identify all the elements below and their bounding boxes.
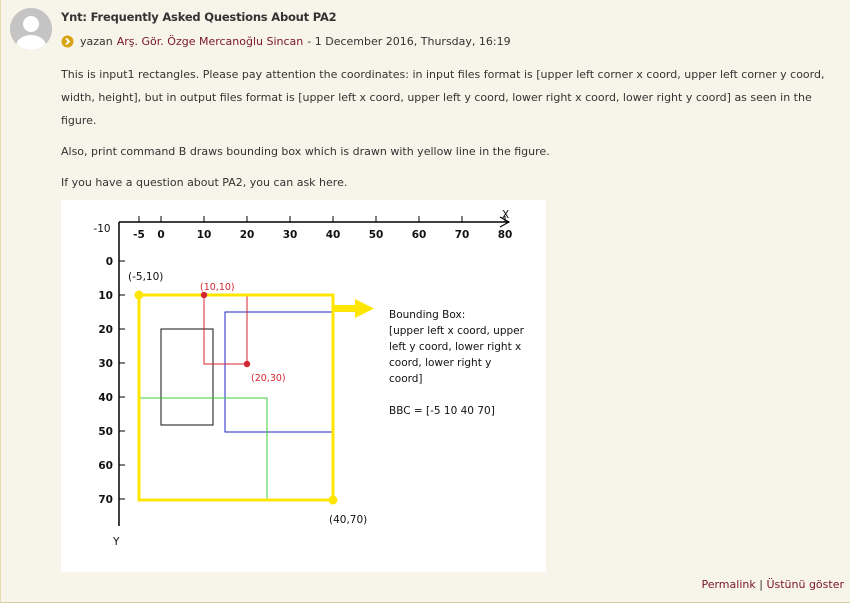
y-tick-label: 30 bbox=[98, 358, 113, 370]
post-date: - 1 December 2016, Thursday, 16:19 bbox=[307, 35, 511, 48]
bbox-description-line: coord, lower right y bbox=[389, 357, 491, 369]
footer-separator: | bbox=[759, 578, 763, 591]
x-tick-label: 80 bbox=[498, 229, 513, 241]
blue-rectangle bbox=[224, 311, 334, 433]
y-tick-label: 50 bbox=[98, 426, 113, 438]
red-top-left-point bbox=[200, 291, 208, 299]
x-tick-label: -10 bbox=[93, 223, 110, 235]
y-axis-label: Y bbox=[112, 536, 120, 548]
point-label-bottom-right: (40,70) bbox=[329, 514, 367, 526]
bbox-top-left-point bbox=[134, 290, 144, 300]
user-avatar-icon[interactable] bbox=[10, 8, 52, 50]
bbox-title: Bounding Box: bbox=[389, 309, 465, 321]
arrow-circle-icon bbox=[61, 35, 74, 48]
y-tick-label: 10 bbox=[98, 290, 113, 302]
coordinates-diagram: -10 -5 0 10 20 30 40 50 60 70 80 0 10 20… bbox=[93, 209, 525, 548]
permalink-link[interactable]: Permalink bbox=[701, 578, 756, 591]
post-footer: Permalink | Üstünü göster bbox=[701, 578, 844, 591]
byline-prefix: yazan bbox=[80, 35, 113, 48]
post-paragraph: If you have a question about PA2, you ca… bbox=[61, 176, 348, 189]
x-tick-label: 50 bbox=[369, 229, 384, 241]
y-tick-label: 70 bbox=[98, 494, 113, 506]
post-subject: Ynt: Frequently Asked Questions About PA… bbox=[61, 10, 337, 24]
point-label-red-top: (10,10) bbox=[200, 282, 235, 293]
x-tick-label: 20 bbox=[240, 229, 255, 241]
x-tick-label: 30 bbox=[283, 229, 298, 241]
x-tick-marks bbox=[138, 216, 506, 222]
x-axis-label: X bbox=[502, 209, 509, 221]
x-axis-arrow-icon bbox=[499, 216, 511, 228]
green-rectangle bbox=[138, 397, 268, 501]
bounding-box-rectangle bbox=[137, 293, 335, 502]
bounding-box-annotation: Bounding Box: [upper left x coord, upper… bbox=[389, 309, 525, 417]
y-tick-label: 20 bbox=[98, 324, 113, 336]
post-content: This is input1 rectangles. Please pay at… bbox=[61, 63, 836, 202]
y-tick-label: 40 bbox=[98, 392, 113, 404]
point-label-top-left: (-5,10) bbox=[128, 271, 163, 283]
post-byline: yazan Arş. Gör. Özge Mercanoğlu Sincan -… bbox=[61, 35, 511, 48]
x-tick-label: 60 bbox=[412, 229, 427, 241]
y-tick-label: 0 bbox=[106, 256, 113, 268]
point-label-red-bottom: (20,30) bbox=[251, 373, 286, 384]
bbox-description-line: [upper left x coord, upper bbox=[389, 325, 525, 337]
post-paragraph: Also, print command B draws bounding box… bbox=[61, 145, 550, 158]
show-parent-link[interactable]: Üstünü göster bbox=[766, 578, 844, 591]
x-tick-label: 0 bbox=[157, 229, 164, 241]
y-tick-label: 60 bbox=[98, 460, 113, 472]
x-tick-label: 40 bbox=[326, 229, 341, 241]
x-tick-labels: -10 -5 0 10 20 30 40 50 60 70 80 bbox=[93, 223, 512, 241]
bbox-description-line: left y coord, lower right x bbox=[389, 341, 521, 353]
bounding-box-arrow-icon bbox=[333, 299, 374, 318]
x-tick-label: -5 bbox=[133, 229, 145, 241]
coordinates-figure: -10 -5 0 10 20 30 40 50 60 70 80 0 10 20… bbox=[61, 200, 546, 572]
y-tick-marks bbox=[119, 260, 125, 500]
bbox-description-line: coord] bbox=[389, 373, 423, 385]
x-tick-label: 70 bbox=[455, 229, 470, 241]
black-rectangle bbox=[160, 328, 214, 426]
post-paragraph: This is input1 rectangles. Please pay at… bbox=[61, 68, 825, 127]
x-tick-label: 10 bbox=[197, 229, 212, 241]
red-bottom-right-point bbox=[243, 360, 251, 368]
bbox-bottom-right-point bbox=[328, 495, 338, 505]
bbc-value: BBC = [-5 10 40 70] bbox=[389, 405, 495, 417]
y-tick-labels: 0 10 20 30 40 50 60 70 bbox=[98, 256, 113, 506]
author-link[interactable]: Arş. Gör. Özge Mercanoğlu Sincan bbox=[116, 35, 304, 48]
